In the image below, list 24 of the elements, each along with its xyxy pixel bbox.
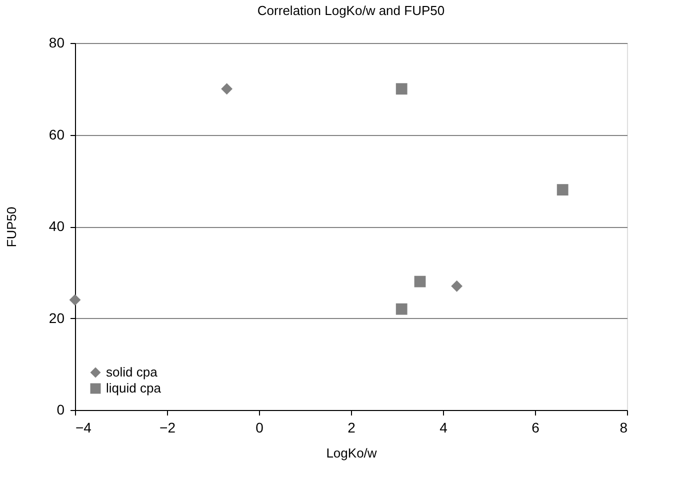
y-tick-label: 20 bbox=[48, 310, 65, 326]
y-tick-label: 60 bbox=[48, 126, 65, 142]
x-tick-label: 8 bbox=[620, 420, 628, 436]
y-axis-title: FUP50 bbox=[4, 206, 19, 248]
point bbox=[396, 303, 408, 315]
point bbox=[451, 280, 462, 292]
x-tick-label: 0 bbox=[256, 420, 264, 436]
y-tick-label: 0 bbox=[56, 402, 65, 418]
x-tick-label: 4 bbox=[440, 420, 448, 436]
x-axis-title: LogKo/w bbox=[326, 446, 378, 460]
x-tick-label: 6 bbox=[532, 420, 540, 436]
point bbox=[556, 184, 568, 196]
point bbox=[396, 83, 408, 95]
chart-title: Correlation LogKo/w and FUP50 bbox=[257, 3, 445, 18]
legend-label: liquid cpa bbox=[106, 380, 162, 396]
x-tick-label: −4 bbox=[76, 420, 92, 436]
y-tick-label: 40 bbox=[48, 218, 65, 234]
point bbox=[221, 83, 232, 95]
y-tick-label: 80 bbox=[48, 34, 65, 50]
point bbox=[69, 294, 81, 306]
x-tick-label: 2 bbox=[348, 420, 356, 436]
legend-label: solid cpa bbox=[106, 364, 158, 380]
point bbox=[414, 276, 426, 288]
x-tick-label: −2 bbox=[160, 420, 176, 436]
